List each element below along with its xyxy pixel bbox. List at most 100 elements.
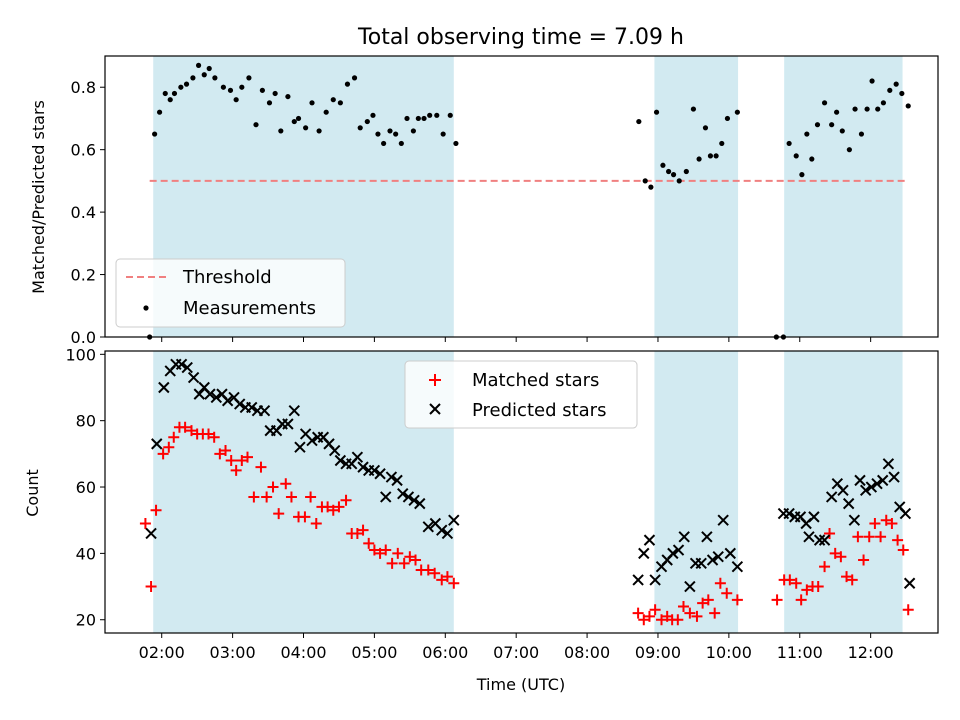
matched-stars-point-71 (771, 594, 783, 606)
predicted-stars-point-20 (258, 405, 271, 417)
measurements-point-11 (201, 72, 207, 78)
y-tick-label: 80 (76, 412, 96, 431)
ratio-x-ticks (161, 337, 872, 342)
matched-stars-point-86 (858, 554, 870, 566)
predicted-stars-point-56 (649, 574, 661, 586)
predicted-stars-point-3 (158, 381, 170, 394)
matched-stars-point-53 (448, 577, 460, 589)
matched-stars-point-17 (230, 464, 242, 476)
measurements-point-28 (309, 100, 315, 106)
measurements-point-71 (786, 140, 792, 147)
measurements-point-34 (351, 75, 358, 81)
y-tick-label: 0.4 (71, 203, 96, 222)
measurements-point-10 (195, 62, 202, 68)
predicted-stars-point-59 (667, 547, 679, 560)
measurements-point-57 (666, 168, 672, 175)
matched-stars-point-84 (846, 574, 858, 586)
measurements-point-44 (410, 128, 416, 134)
measurements-point-29 (316, 128, 322, 134)
y-tick-label: 20 (76, 611, 96, 630)
measurements-point-43 (404, 115, 410, 122)
measurements-point-27 (303, 125, 309, 131)
x-tick-label: 10:00 (706, 643, 752, 662)
matched-stars-point-92 (892, 534, 904, 546)
matched-stars-point-13 (208, 431, 220, 443)
observing-window-2 (654, 351, 739, 633)
measurements-point-54 (648, 184, 654, 190)
matched-stars-point-32 (322, 501, 334, 513)
measurements-point-42 (398, 140, 404, 147)
matched-stars-point-21 (255, 461, 267, 473)
matched-stars-point-54 (632, 607, 644, 619)
predicted-stars-point-60 (672, 544, 685, 556)
measurements-point-59 (676, 178, 682, 184)
y-tick-label: 0.0 (71, 328, 96, 347)
measurements-point-72 (793, 153, 799, 159)
matched-stars-point-18 (236, 454, 248, 466)
matched-stars-point-80 (824, 527, 836, 539)
predicted-stars-point-84 (848, 514, 861, 526)
matched-stars-point-30 (310, 518, 322, 530)
matched-stars-point-91 (886, 518, 898, 530)
measurements-point-6 (171, 90, 178, 97)
predicted-stars-point-26 (294, 441, 306, 453)
predicted-stars-point-62 (684, 580, 696, 593)
predicted-stars-point-2 (151, 438, 163, 450)
predicted-stars-point-50 (436, 524, 448, 536)
count-legend-box (404, 360, 638, 429)
measurements-point-19 (253, 122, 259, 128)
count-plot-frame (104, 350, 939, 634)
predicted-stars-point-72 (783, 507, 795, 520)
measurements-point-12 (206, 65, 212, 72)
y-tick-label: 0.8 (71, 78, 96, 97)
measurements-point-66 (719, 140, 725, 147)
measurements-point-22 (272, 90, 278, 97)
measurements-point-21 (266, 100, 273, 106)
measurements-point-85 (869, 78, 875, 84)
matched-stars-point-14 (214, 448, 226, 460)
predicted-stars-point-67 (712, 550, 724, 563)
matched-stars-point-9 (185, 425, 197, 437)
matched-stars-point-93 (897, 544, 909, 556)
measurements-point-84 (864, 106, 870, 112)
measurements-point-31 (330, 97, 336, 103)
matched-stars-point-75 (795, 594, 807, 606)
measurements-point-78 (829, 122, 835, 128)
matched-stars-point-29 (305, 491, 317, 503)
predicted-stars-point-89 (876, 474, 889, 487)
predicted-stars-point-91 (888, 471, 900, 483)
predicted-stars-point-18 (246, 401, 258, 414)
count-points (139, 358, 916, 626)
predicted-stars-point-61 (678, 531, 690, 543)
matched-stars-point-61 (672, 614, 684, 626)
measurements-point-35 (357, 125, 363, 131)
predicted-stars-point-53 (632, 574, 644, 586)
measurements-point-74 (804, 131, 810, 137)
measurements-point-37 (370, 112, 376, 118)
y-tick-label: 100 (65, 345, 96, 364)
count-x-ticks: 02:00 03:00 04:00 05:00 06:00 07:00 08:00 09:00… (139, 633, 894, 662)
predicted-stars-point-87 (865, 481, 878, 493)
measurements-point-65 (713, 153, 719, 159)
matched-stars-point-52 (441, 571, 453, 583)
measurements-point-25 (291, 118, 297, 125)
predicted-stars-point-47 (414, 497, 426, 510)
measurements-point-89 (893, 81, 899, 87)
matched-stars-point-49 (422, 564, 434, 576)
predicted-stars-point-77 (808, 511, 820, 523)
measurements-point-16 (233, 97, 239, 103)
predicted-stars-point-14 (221, 395, 234, 407)
measurements-point-60 (683, 168, 689, 175)
measurements-point-32 (337, 100, 343, 106)
measurements-point-48 (434, 112, 440, 118)
measurements-point-9 (190, 75, 196, 81)
matched-stars-point-51 (436, 574, 448, 586)
measurements-point-86 (875, 106, 881, 112)
measurements-point-88 (887, 87, 893, 93)
measurements-point-40 (387, 128, 393, 134)
observing-window-2 (654, 56, 739, 337)
matched-stars-point-15 (220, 445, 232, 457)
matched-stars-point-78 (812, 581, 824, 593)
matched-legend-swatch (429, 374, 441, 386)
predicted-stars-point-45 (402, 491, 415, 503)
